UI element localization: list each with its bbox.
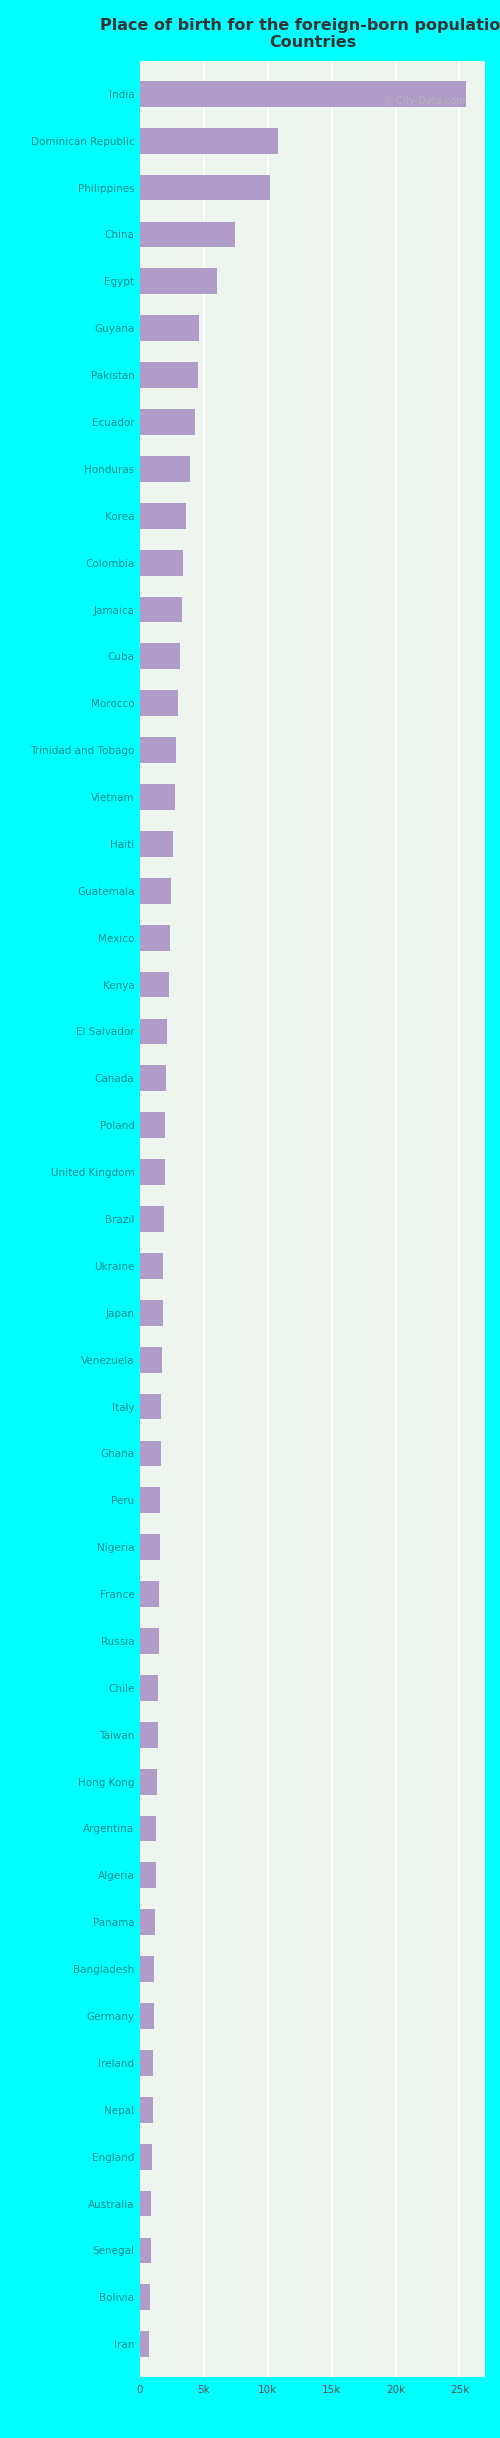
Bar: [140, 2284, 150, 2311]
Bar: [140, 1863, 156, 1889]
Bar: [140, 1487, 160, 1514]
Bar: [140, 1207, 164, 1231]
Bar: [140, 268, 216, 295]
Title: Place of birth for the foreign-born population -
Countries: Place of birth for the foreign-born popu…: [100, 17, 500, 51]
Bar: [140, 1582, 159, 1607]
Bar: [140, 363, 198, 388]
Bar: [140, 1816, 156, 1841]
Bar: [140, 2143, 152, 2170]
Bar: [140, 831, 173, 856]
Bar: [140, 1112, 166, 1139]
Bar: [140, 1768, 157, 1794]
Bar: [140, 973, 169, 997]
Bar: [140, 1299, 162, 1326]
Bar: [140, 1629, 158, 1653]
Bar: [140, 2331, 149, 2358]
Bar: [140, 410, 195, 434]
Bar: [140, 2050, 153, 2075]
Bar: [140, 1395, 162, 1419]
Text: ⓘ City-Data.com: ⓘ City-Data.com: [387, 95, 466, 105]
Bar: [140, 127, 278, 154]
Bar: [140, 785, 175, 809]
Bar: [140, 315, 199, 341]
Bar: [140, 736, 176, 763]
Bar: [140, 924, 170, 951]
Bar: [140, 2192, 151, 2216]
Bar: [140, 1721, 158, 1748]
Bar: [140, 1065, 166, 1092]
Bar: [140, 2238, 150, 2262]
Bar: [140, 644, 179, 670]
Bar: [140, 1955, 154, 1982]
Bar: [140, 222, 234, 246]
Bar: [140, 502, 186, 529]
Bar: [140, 1909, 155, 1936]
Bar: [140, 2097, 152, 2123]
Bar: [140, 1675, 158, 1702]
Bar: [140, 1019, 168, 1043]
Bar: [140, 1253, 164, 1280]
Bar: [140, 597, 182, 622]
Bar: [140, 2004, 154, 2028]
Bar: [140, 690, 177, 717]
Bar: [140, 176, 270, 200]
Bar: [140, 1441, 161, 1465]
Bar: [140, 1346, 162, 1373]
Bar: [140, 1534, 160, 1560]
Bar: [140, 1158, 164, 1185]
Bar: [140, 549, 184, 575]
Bar: [140, 878, 172, 904]
Bar: [140, 456, 190, 483]
Bar: [140, 80, 466, 107]
